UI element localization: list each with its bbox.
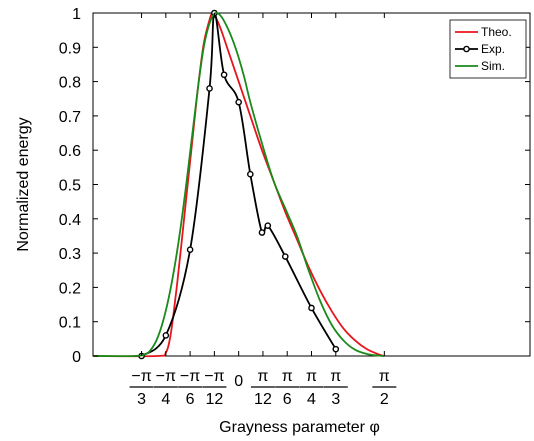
legend-item: Exp.	[455, 42, 505, 56]
series-line	[140, 12, 337, 357]
data-point	[162, 332, 170, 339]
x-tick-denominator: 2	[380, 391, 389, 408]
y-tick-label: 0	[72, 349, 81, 366]
data-point	[235, 98, 242, 106]
x-tick-numerator: −π	[204, 368, 224, 385]
x-tick-numerator: π	[330, 368, 341, 385]
x-tick-denominator: 12	[254, 391, 272, 408]
legend-marker	[463, 45, 470, 53]
x-tick-label: π3	[323, 368, 348, 408]
legend: Theo. Exp. Sim.	[449, 19, 527, 79]
x-tick-numerator: π	[306, 368, 317, 385]
data-point	[220, 71, 228, 79]
y-tick-label: 0.2	[59, 280, 81, 297]
x-tick-label: π6	[275, 368, 300, 408]
y-tick-label: 0.8	[59, 75, 81, 92]
y-tick-label: 0.9	[59, 40, 81, 57]
series-line	[92, 11, 385, 358]
legend-label: Exp.	[481, 42, 505, 56]
y-tick-label: 0.4	[59, 212, 81, 229]
x-axis-label: Grayness parameter φ	[219, 419, 380, 436]
x-tick-numerator: π	[282, 368, 293, 385]
legend-item: Sim.	[455, 59, 505, 73]
x-tick-denominator: 6	[283, 391, 292, 408]
y-tick-label: 0.5	[59, 178, 81, 195]
x-tick-label: π4	[299, 368, 324, 408]
data-point	[247, 170, 254, 178]
legend-item: Theo.	[455, 25, 512, 39]
x-tick-numerator: π	[379, 368, 390, 385]
data-point	[186, 246, 194, 253]
x-tick-denominator: 3	[331, 391, 340, 408]
x-tick-label: 0	[234, 373, 243, 390]
y-tick-label: 1	[72, 6, 81, 23]
x-tick-numerator: −π	[131, 368, 151, 385]
x-tick-label: −π 4	[153, 368, 178, 408]
y-axis-label: Normalized energy	[15, 117, 32, 251]
data-point	[332, 345, 340, 353]
x-tick-denominator: 6	[186, 391, 195, 408]
y-tick-label: 0.7	[59, 109, 81, 126]
data-point	[281, 253, 289, 260]
x-tick-denominator: 4	[161, 391, 170, 408]
data-point	[308, 304, 315, 312]
x-tick-label: −π 12	[202, 368, 227, 408]
x-tick-denominator: 3	[137, 391, 146, 408]
series-exp	[138, 9, 340, 360]
data-point	[264, 222, 272, 229]
legend-label: Theo.	[481, 25, 512, 39]
y-tick-label: 0.6	[59, 143, 81, 160]
series-sim	[92, 11, 385, 358]
series-theo	[92, 11, 385, 358]
x-tick-numerator: π	[257, 368, 268, 385]
x-tick-label: π 12	[250, 368, 275, 408]
x-tick-denominator: 4	[307, 391, 316, 408]
legend-label: Sim.	[481, 59, 505, 73]
x-tick-label: −π 6	[178, 368, 203, 408]
series-layer	[92, 9, 385, 360]
x-tick-numerator: −π	[180, 368, 200, 385]
x-tick-label: −π 3	[129, 368, 154, 408]
series-line	[92, 11, 385, 358]
data-point	[206, 85, 213, 92]
x-tick-numerator: −π	[156, 368, 176, 385]
x-tick-label: π2	[372, 368, 397, 408]
data-point	[258, 229, 266, 236]
y-tick-label: 0.1	[59, 315, 81, 332]
x-tick-denominator: 12	[205, 391, 223, 408]
y-tick-label: 0.3	[59, 246, 81, 263]
y-axis: 0 0.1 0.2 0.3 0.4 0.5 0.6 0.7 0.8 0.9 1	[59, 6, 530, 366]
